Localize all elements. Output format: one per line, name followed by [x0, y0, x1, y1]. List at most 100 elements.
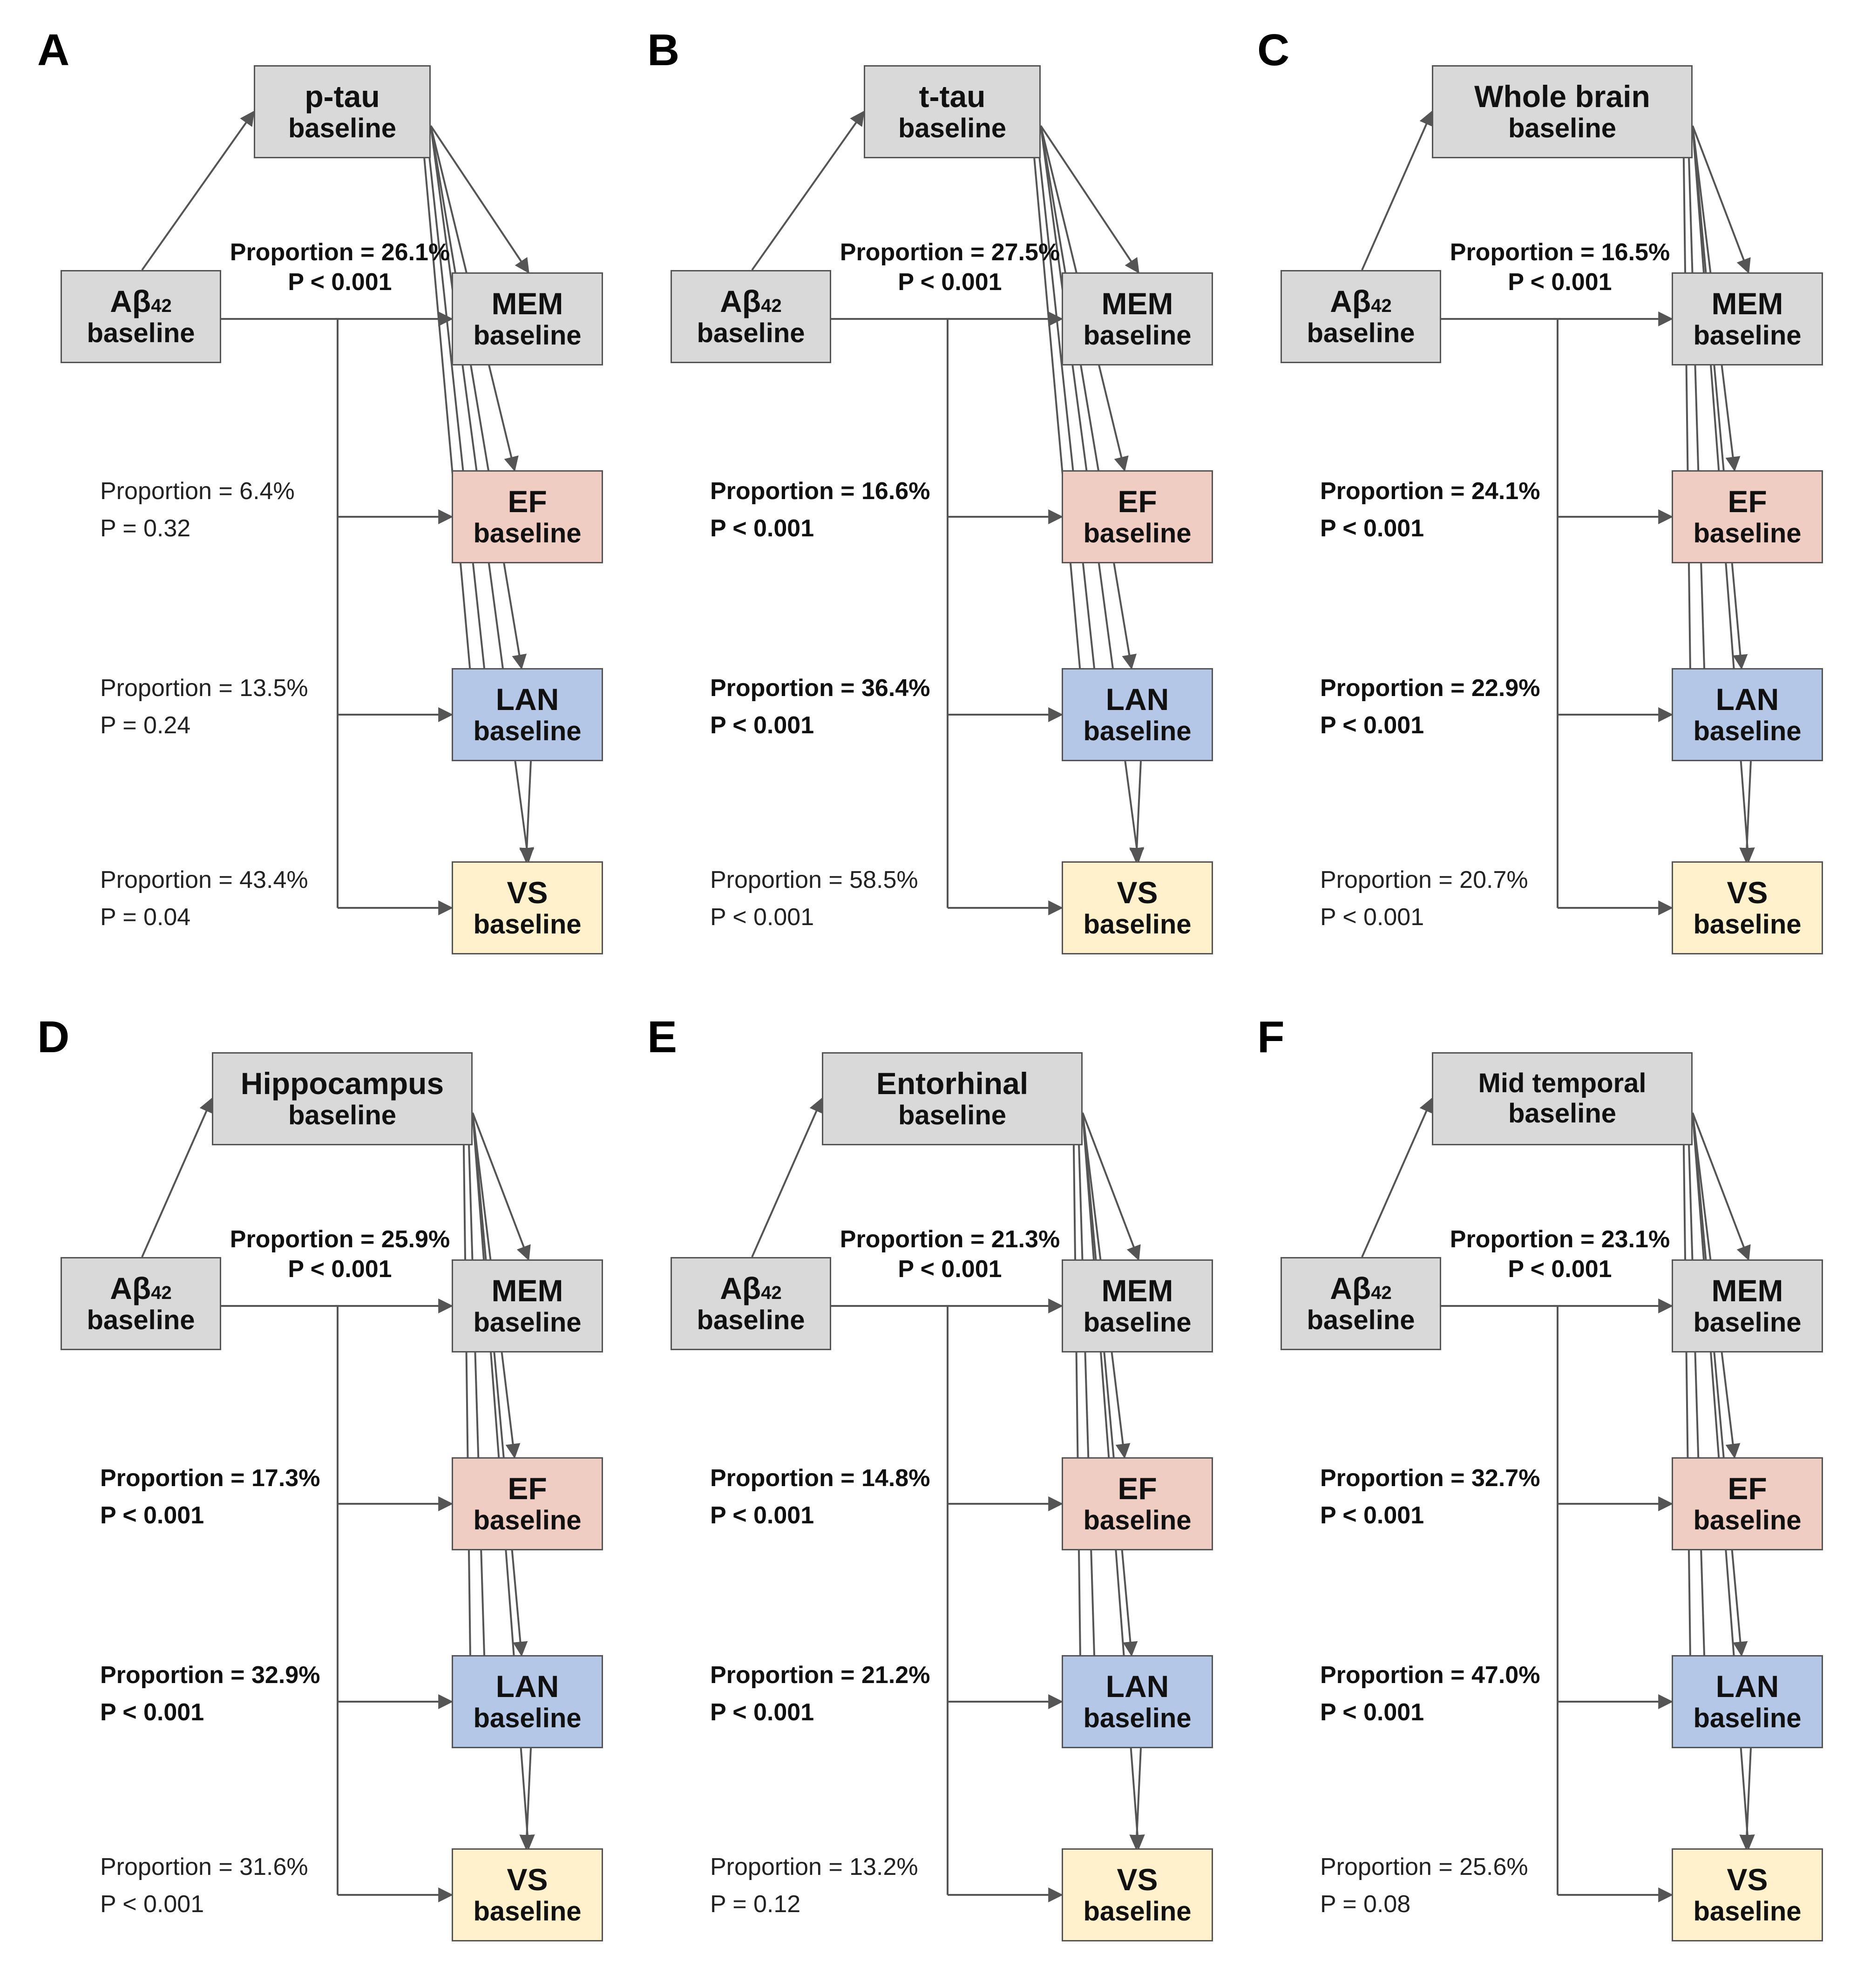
- outcome-suffix: baseline: [473, 1307, 582, 1338]
- mediator-box: Whole brain baseline: [1432, 65, 1693, 158]
- stat-lan: Proportion = 21.2% P < 0.001: [710, 1657, 930, 1731]
- exposure-box: Aβ42 baseline: [671, 270, 831, 363]
- stat-ef: Proportion = 16.6% P < 0.001: [710, 473, 930, 547]
- p-value-text: P = 0.04: [100, 904, 191, 931]
- p-value-text: P < 0.001: [100, 1502, 204, 1529]
- outcome-box-lan: LAN baseline: [452, 668, 603, 761]
- exposure-suffix: baseline: [1307, 1305, 1415, 1336]
- proportion-text: Proportion = 24.1%: [1320, 478, 1540, 505]
- arrow-exposure-to-mediator: [141, 110, 255, 271]
- exposure-subscript: 42: [1371, 1282, 1392, 1303]
- outcome-suffix: baseline: [1693, 1896, 1802, 1927]
- proportion-text: Proportion = 32.7%: [1320, 1465, 1540, 1492]
- arrow-lan-to-vs: [1129, 1748, 1145, 1850]
- outcome-name: VS: [1117, 1862, 1158, 1897]
- outcome-name: LAN: [1715, 682, 1779, 717]
- outcome-box-vs: VS baseline: [1062, 861, 1213, 954]
- outcome-name: EF: [508, 1471, 547, 1506]
- exposure-name: Aβ: [1330, 284, 1371, 318]
- outcome-box-mem: MEM baseline: [452, 1259, 603, 1352]
- mediator-path-line: [1687, 125, 1705, 669]
- arrow-exposure-to-mediator: [751, 1097, 824, 1258]
- stat-vs: Proportion = 13.2% P = 0.12: [710, 1848, 918, 1923]
- outcome-box-lan: LAN baseline: [1672, 1655, 1823, 1748]
- stat-vs: Proportion = 31.6% P < 0.001: [100, 1848, 308, 1923]
- mediator-name: p-tau: [305, 79, 380, 114]
- outcome-name: VS: [1117, 875, 1158, 910]
- arrow-mediator-to-mem: [1082, 1112, 1141, 1261]
- exposure-suffix: baseline: [87, 318, 195, 349]
- outcome-name: LAN: [1715, 1669, 1779, 1704]
- outcome-box-vs: VS baseline: [1672, 1848, 1823, 1941]
- p-value-text: P < 0.001: [288, 269, 392, 296]
- outcome-box-lan: LAN baseline: [1062, 668, 1213, 761]
- proportion-text: Proportion = 16.6%: [710, 478, 930, 505]
- proportion-text: Proportion = 21.3%: [840, 1226, 1060, 1253]
- proportion-text: Proportion = 25.6%: [1320, 1853, 1528, 1880]
- p-value-text: P < 0.001: [100, 1699, 204, 1726]
- stat-vs: Proportion = 25.6% P = 0.08: [1320, 1848, 1528, 1923]
- outcome-suffix: baseline: [1083, 909, 1192, 940]
- proportion-text: Proportion = 58.5%: [710, 866, 918, 893]
- exposure-box: Aβ42 baseline: [61, 1257, 221, 1350]
- outcome-name: VS: [1727, 1862, 1768, 1897]
- arrow-mediator-to-mem: [430, 125, 529, 274]
- panel-letter: F: [1257, 1012, 1285, 1062]
- panel-b: B Aβ42 baseline t-tau baseline MEM baseline Pro…: [629, 19, 1245, 1001]
- outcome-box-mem: MEM baseline: [452, 272, 603, 365]
- exposure-subscript: 42: [151, 295, 172, 316]
- stat-lan: Proportion = 13.5% P = 0.24: [100, 669, 308, 744]
- arrow-exposure-to-mediator: [751, 110, 865, 271]
- outcome-box-mem: MEM baseline: [1062, 272, 1213, 365]
- arrow-lan-to-vs: [519, 1748, 535, 1850]
- connector-layer: [141, 1097, 535, 1902]
- outcome-box-lan: LAN baseline: [452, 1655, 603, 1748]
- p-value-text: P < 0.001: [100, 1891, 204, 1918]
- stat-lan: Proportion = 32.9% P < 0.001: [100, 1657, 320, 1731]
- outcome-suffix: baseline: [1693, 716, 1802, 747]
- stat-mem: Proportion = 26.1% P < 0.001: [210, 237, 470, 297]
- p-value-text: P < 0.001: [1508, 269, 1612, 296]
- proportion-text: Proportion = 22.9%: [1320, 675, 1540, 702]
- panel-letter: B: [647, 25, 680, 75]
- arrow-mediator-to-lan: [1692, 1112, 1748, 1657]
- stat-lan: Proportion = 22.9% P < 0.001: [1320, 669, 1540, 744]
- stat-ef: Proportion = 32.7% P < 0.001: [1320, 1460, 1540, 1534]
- outcome-name: VS: [507, 875, 548, 910]
- p-value-text: P < 0.001: [710, 904, 814, 931]
- mediator-name: Entorhinal: [876, 1066, 1029, 1101]
- p-value-text: P < 0.001: [710, 712, 814, 739]
- outcome-box-ef: EF baseline: [452, 1457, 603, 1550]
- outcome-suffix: baseline: [1693, 1703, 1802, 1734]
- stat-ef: Proportion = 17.3% P < 0.001: [100, 1460, 320, 1534]
- exposure-label: Aβ42: [720, 1271, 781, 1306]
- p-value-text: P = 0.24: [100, 712, 191, 739]
- mediator-suffix: baseline: [288, 113, 397, 144]
- panel-letter: E: [647, 1012, 678, 1062]
- outcome-box-vs: VS baseline: [1672, 861, 1823, 954]
- p-value-text: P < 0.001: [898, 1256, 1002, 1283]
- proportion-text: Proportion = 17.3%: [100, 1465, 320, 1492]
- p-value-text: P < 0.001: [710, 515, 814, 542]
- proportion-text: Proportion = 13.5%: [100, 675, 308, 702]
- outcome-suffix: baseline: [473, 320, 582, 351]
- outcome-suffix: baseline: [1083, 518, 1192, 549]
- outcome-name: MEM: [1711, 286, 1783, 321]
- exposure-label: Aβ42: [1330, 284, 1391, 319]
- stat-mem: Proportion = 25.9% P < 0.001: [210, 1224, 470, 1284]
- panel-letter: A: [37, 25, 70, 75]
- mediator-suffix: baseline: [1508, 113, 1617, 144]
- mediator-name: t-tau: [919, 79, 986, 114]
- outcome-name: MEM: [491, 286, 563, 321]
- outcome-suffix: baseline: [473, 716, 582, 747]
- proportion-text: Proportion = 6.4%: [100, 478, 295, 505]
- panel-c: C Aβ42 baseline Whole brain baseline MEM basel…: [1239, 19, 1850, 1001]
- proportion-text: Proportion = 43.4%: [100, 866, 308, 893]
- outcome-name: EF: [1118, 1471, 1157, 1506]
- exposure-subscript: 42: [1371, 295, 1392, 316]
- mediator-path-line: [1687, 1112, 1705, 1656]
- outcome-suffix: baseline: [1083, 1505, 1192, 1536]
- exposure-name: Aβ: [110, 284, 151, 318]
- outcome-name: EF: [1728, 1471, 1767, 1506]
